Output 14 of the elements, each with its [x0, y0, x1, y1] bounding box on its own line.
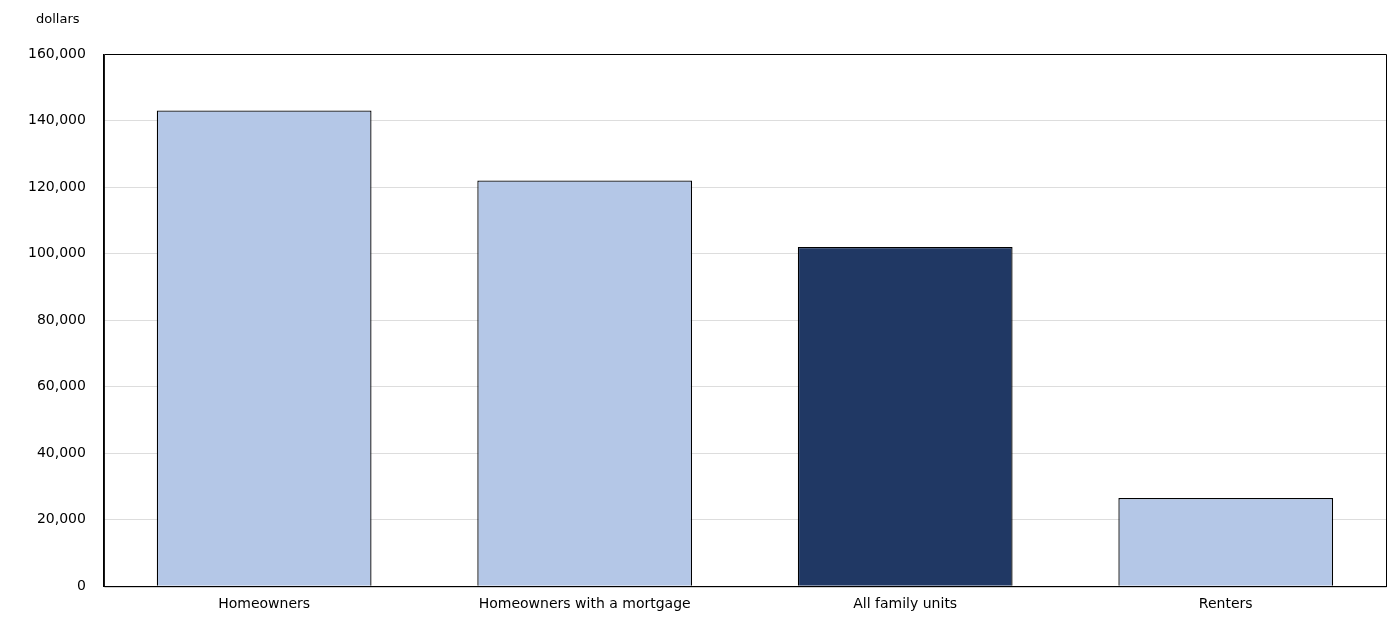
- x-tick-label: Homeowners: [218, 595, 311, 612]
- y-tick-label: 160,000: [27, 44, 86, 61]
- y-tick-label: 40,000: [36, 443, 86, 460]
- x-tick-label: Renters: [1198, 595, 1253, 612]
- y-tick-label: 120,000: [27, 177, 86, 194]
- y-tick-label: 80,000: [36, 310, 86, 327]
- y-tick-label: 20,000: [36, 510, 86, 527]
- y-tick-label: 0: [76, 576, 86, 593]
- y-tick-label: 140,000: [27, 111, 86, 128]
- x-tick-label: All family units: [853, 595, 958, 612]
- y-axis-title: dollars: [36, 11, 80, 27]
- x-tick-label: Homeowners with a mortgage: [478, 595, 691, 612]
- y-tick-label: 60,000: [36, 377, 86, 394]
- y-tick-label: 100,000: [27, 244, 86, 261]
